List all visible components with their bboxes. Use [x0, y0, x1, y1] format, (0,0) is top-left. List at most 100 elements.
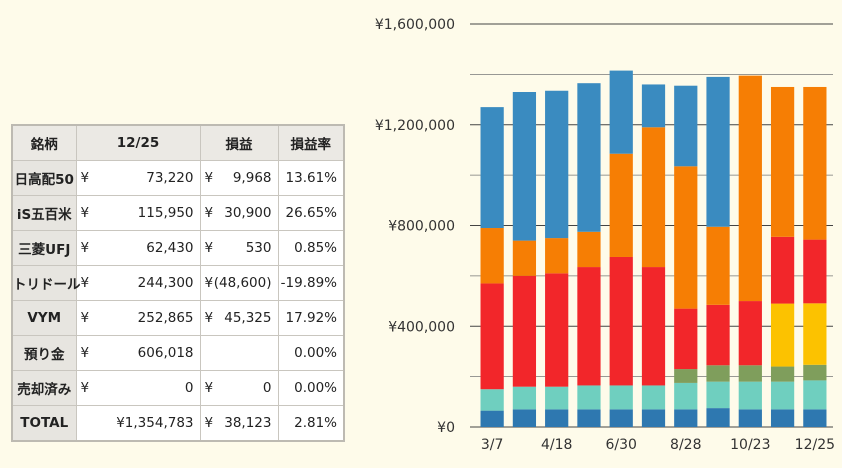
profit-rate: 2.81%	[294, 415, 337, 431]
table-row: TOTAL ¥1,354,783 ¥38,123 2.81%	[11, 405, 345, 442]
currency-symbol: ¥	[204, 205, 214, 221]
profit-loss: 9,968	[232, 170, 272, 186]
bar-segment	[674, 369, 698, 383]
holding-name: TOTAL	[11, 405, 77, 442]
y-tick-label: ¥1,200,000	[375, 118, 455, 134]
currency-symbol: ¥	[204, 310, 214, 326]
y-tick-label: ¥0	[437, 420, 455, 436]
bar-segment	[738, 381, 762, 410]
currency-symbol: ¥	[204, 170, 214, 186]
bar-segment	[770, 366, 795, 382]
bar-segment	[577, 385, 601, 410]
table-row: 売却済み ¥0 ¥0 0.00%	[11, 370, 345, 406]
bar-segment	[609, 70, 633, 154]
bar-segment	[770, 303, 795, 367]
bar-segment	[641, 84, 666, 128]
bar-segment	[545, 238, 569, 274]
profit-rate: 0.00%	[294, 345, 337, 361]
bar-segment	[609, 153, 633, 257]
bar-segment	[738, 301, 762, 366]
bar-segment	[641, 385, 666, 410]
x-tick-label: 10/23	[730, 437, 770, 453]
market-value: 252,865	[137, 310, 194, 326]
bar-segment	[480, 228, 504, 284]
bar-segment	[770, 409, 795, 427]
x-tick-label: 3/7	[481, 437, 504, 453]
profit-loss: 38,123	[224, 415, 272, 431]
bar-segment	[577, 83, 601, 232]
table-row: 三菱UFJ ¥62,430 ¥530 0.85%	[11, 230, 345, 266]
table-header-row: 銘柄 12/25 損益 損益率	[11, 124, 345, 161]
y-tick-label: ¥400,000	[388, 319, 455, 335]
currency-symbol: ¥	[204, 380, 214, 396]
profit-rate: 0.00%	[294, 380, 337, 396]
table-row: 日高配50 ¥73,220 ¥9,968 13.61%	[11, 160, 345, 196]
currency-symbol: ¥	[80, 275, 90, 291]
bar-segment	[545, 409, 569, 427]
bar-segment	[480, 410, 504, 427]
bar-segment	[512, 240, 537, 276]
currency-symbol: ¥	[80, 240, 90, 256]
bar-segment	[738, 75, 762, 302]
bar-segment	[738, 365, 762, 382]
market-value: 606,018	[137, 345, 194, 361]
currency-symbol: ¥	[204, 240, 214, 256]
header-date: 12/25	[75, 124, 201, 161]
bar-segment	[706, 76, 730, 227]
bar-segment	[803, 239, 827, 304]
profit-loss: 530	[245, 240, 272, 256]
header-rate: 損益率	[277, 124, 345, 161]
bar-segment	[803, 380, 827, 410]
profit-loss: 0	[262, 380, 272, 396]
holding-name: 日高配50	[11, 160, 77, 196]
bar-segment	[706, 304, 730, 366]
holding-name: 預り金	[11, 335, 77, 371]
table-row: トリドール ¥244,300 ¥ (48,600) -19.89%	[11, 265, 345, 301]
currency-symbol: ¥	[80, 345, 90, 361]
bar-segment	[770, 86, 795, 237]
bar-segment	[641, 127, 666, 268]
bar-segment	[674, 85, 698, 167]
bar-segment	[803, 86, 827, 240]
profit-rate: 13.61%	[285, 170, 337, 186]
bar-segment	[512, 409, 537, 427]
currency-symbol: ¥	[80, 170, 90, 186]
bar-segment	[512, 275, 537, 387]
bar-segment	[577, 231, 601, 268]
bar-segment	[706, 226, 730, 305]
market-value: 62,430	[146, 240, 194, 256]
bar-segment	[706, 408, 730, 427]
bar-segment	[609, 409, 633, 427]
bar-segment	[674, 382, 698, 410]
market-value: 244,300	[137, 275, 194, 291]
holding-name: 売却済み	[11, 370, 77, 406]
bar-segment	[674, 166, 698, 309]
bar-segment	[803, 409, 827, 427]
profit-loss: 45,325	[224, 310, 272, 326]
market-value: 73,220	[146, 170, 194, 186]
header-name: 銘柄	[11, 124, 77, 161]
bar-segment	[803, 364, 827, 381]
bar-segment	[512, 386, 537, 410]
bar-segment	[770, 381, 795, 410]
bar-segment	[545, 273, 569, 387]
profit-rate: 17.92%	[285, 310, 337, 326]
market-value: ¥1,354,783	[116, 415, 194, 431]
bar-segment	[738, 409, 762, 427]
bar-segment	[674, 308, 698, 370]
y-tick-label: ¥1,600,000	[375, 17, 455, 33]
currency-symbol: ¥	[80, 205, 90, 221]
bar-segment	[577, 409, 601, 427]
bar-segment	[770, 236, 795, 304]
bar-segment	[609, 256, 633, 386]
table-row: VYM ¥252,865 ¥45,325 17.92%	[11, 300, 345, 336]
bar-segment	[480, 107, 504, 229]
bar-segment	[641, 267, 666, 386]
currency-symbol: ¥	[204, 275, 214, 291]
bar-segment	[674, 409, 698, 427]
bar-segment	[577, 267, 601, 386]
x-tick-label: 6/30	[606, 437, 637, 453]
currency-symbol: ¥	[80, 310, 90, 326]
bar-segment	[803, 303, 827, 365]
market-value: 115,950	[137, 205, 194, 221]
